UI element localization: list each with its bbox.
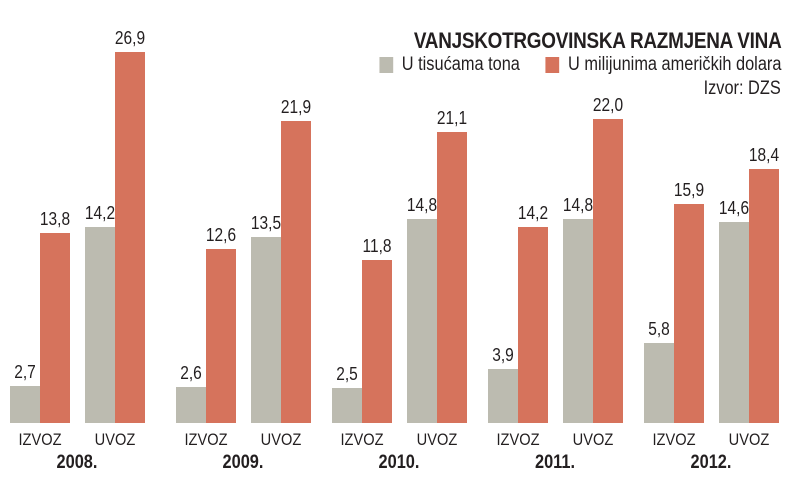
bar-dollars xyxy=(593,119,623,423)
category-label: IZVOZ xyxy=(652,430,696,449)
bar-tons xyxy=(332,388,362,423)
bar-value-label: 26,9 xyxy=(114,28,146,48)
category-label: IZVOZ xyxy=(496,430,540,449)
category-label: UVOZ xyxy=(94,430,136,449)
chart-title: VANJSKOTRGOVINSKA RAZMJENA VINA xyxy=(413,28,781,53)
bar-dollars xyxy=(281,121,311,423)
bar-value-label: 5,8 xyxy=(648,319,670,339)
bar-dollars xyxy=(206,249,236,423)
bar-tons xyxy=(407,219,437,423)
bar-dollars xyxy=(518,227,548,423)
bar-value-label: 2,6 xyxy=(180,363,202,383)
legend-item-tons: U tisućama tona xyxy=(379,54,519,76)
bar-dollars xyxy=(362,260,392,423)
category-label: IZVOZ xyxy=(340,430,384,449)
legend-label-dollars: U milijunima američkih dolara xyxy=(567,54,781,75)
year-label: 2010. xyxy=(378,452,420,473)
bar-value-label: 13,5 xyxy=(250,213,282,233)
bar-tons xyxy=(563,219,593,423)
bar-tons xyxy=(176,387,206,423)
legend: U tisućama tona U milijunima američkih d… xyxy=(379,54,781,76)
bar-value-label: 2,5 xyxy=(336,364,358,384)
bar-value-label: 15,9 xyxy=(673,180,705,200)
legend-swatch-dollars xyxy=(545,57,559,73)
category-label: UVOZ xyxy=(728,430,770,449)
category-label: IZVOZ xyxy=(184,430,228,449)
source-note: Izvor: DZS xyxy=(703,78,781,99)
bar-value-label: 18,4 xyxy=(748,145,780,165)
bar-value-label: 14,8 xyxy=(406,195,438,215)
legend-swatch-tons xyxy=(379,57,393,73)
bar-value-label: 22,0 xyxy=(592,95,624,115)
year-label: 2008. xyxy=(56,452,98,473)
bar-dollars xyxy=(674,204,704,423)
bar-value-label: 13,8 xyxy=(39,209,71,229)
bar-value-label: 2,7 xyxy=(14,362,36,382)
bar-value-label: 14,8 xyxy=(562,195,594,215)
category-label: UVOZ xyxy=(572,430,614,449)
bar-value-label: 12,6 xyxy=(205,225,237,245)
year-label: 2009. xyxy=(222,452,264,473)
bar-value-label: 21,1 xyxy=(436,108,468,128)
bar-value-label: 3,9 xyxy=(492,345,514,365)
bar-value-label: 21,9 xyxy=(280,97,312,117)
category-label: UVOZ xyxy=(416,430,458,449)
bar-tons xyxy=(719,222,749,423)
category-label: IZVOZ xyxy=(18,430,62,449)
bar-value-label: 14,2 xyxy=(517,203,549,223)
legend-item-dollars: U milijunima američkih dolara xyxy=(545,54,781,76)
bar-tons xyxy=(644,343,674,423)
bar-value-label: 14,2 xyxy=(84,203,116,223)
year-label: 2011. xyxy=(535,452,575,473)
bar-dollars xyxy=(749,169,779,423)
bar-dollars xyxy=(437,132,467,423)
bar-tons xyxy=(85,227,115,423)
legend-label-tons: U tisućama tona xyxy=(401,54,520,75)
bar-dollars xyxy=(40,233,70,423)
bar-value-label: 14,6 xyxy=(718,198,750,218)
category-label: UVOZ xyxy=(260,430,302,449)
bar-tons xyxy=(10,386,40,423)
bar-value-label: 11,8 xyxy=(362,236,392,256)
year-label: 2012. xyxy=(690,452,732,473)
bar-tons xyxy=(251,237,281,423)
bar-dollars xyxy=(115,52,145,423)
bar-tons xyxy=(488,369,518,423)
